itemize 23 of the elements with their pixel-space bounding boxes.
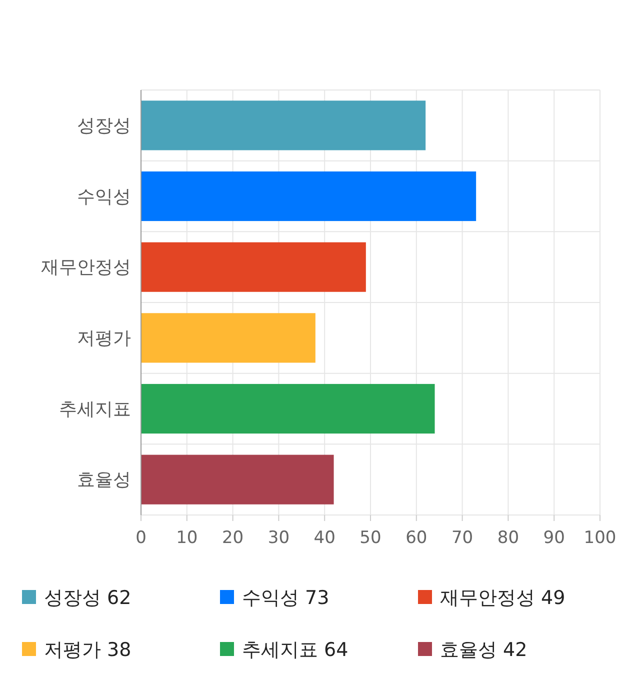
- legend-label: 수익성 73: [242, 587, 330, 609]
- y-tick-label: 재무안정성: [41, 257, 131, 278]
- legend-label: 성장성 62: [44, 587, 132, 609]
- legend-label: 추세지표 64: [242, 639, 348, 661]
- x-tick-label: 80: [497, 528, 520, 548]
- y-tick-label: 수익성: [77, 186, 131, 208]
- y-tick-label: 성장성: [77, 115, 131, 136]
- x-tick-label: 40: [314, 528, 336, 548]
- y-tick-label: 추세지표: [59, 398, 131, 420]
- x-tick-label: 50: [360, 528, 382, 548]
- legend-label: 저평가 38: [44, 639, 132, 661]
- y-tick-label: 저평가: [77, 328, 131, 349]
- x-tick-label: 70: [451, 528, 474, 548]
- x-tick-label: 0: [136, 528, 146, 548]
- x-tick-label: 90: [543, 528, 565, 548]
- x-tick-label: 10: [176, 528, 198, 548]
- x-tick-label: 20: [222, 528, 244, 548]
- y-tick-label: 효율성: [77, 470, 131, 491]
- x-tick-label: 60: [406, 528, 428, 548]
- x-tick-label: 100: [584, 528, 616, 548]
- legend-label: 효율성 42: [440, 639, 528, 661]
- legend-label: 재무안정성 49: [440, 587, 566, 609]
- x-tick-label: 30: [268, 528, 290, 548]
